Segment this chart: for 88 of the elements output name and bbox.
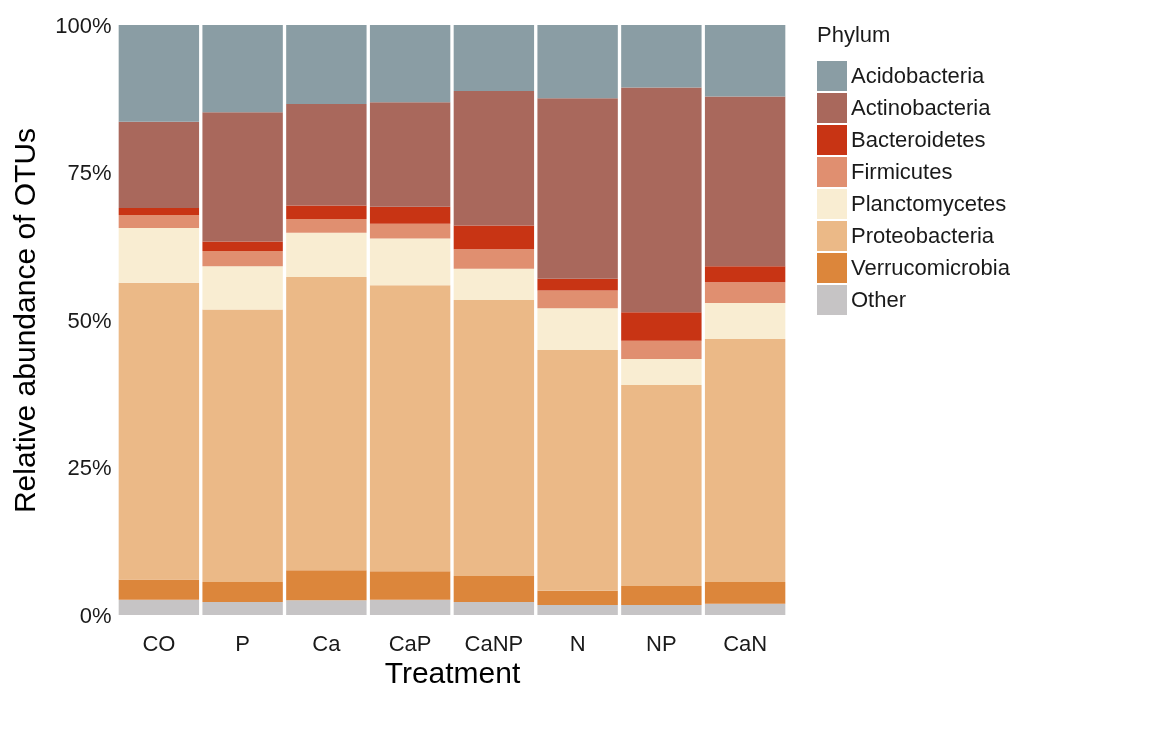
bar [621, 312, 702, 341]
bar [369, 285, 451, 572]
legend-label: Other [851, 287, 907, 312]
bar [369, 238, 451, 286]
bar [621, 586, 702, 605]
bar [453, 299, 535, 577]
x-tick-label: CaNP [464, 630, 524, 656]
bar [537, 278, 618, 291]
x-tick-label: CaP [388, 630, 432, 656]
bar [453, 91, 535, 226]
bar [202, 112, 283, 242]
bar [704, 25, 786, 97]
bar [286, 232, 367, 277]
bar [704, 302, 786, 339]
bar [621, 384, 702, 587]
bar [453, 249, 535, 269]
bar [118, 25, 200, 122]
bar [621, 358, 702, 385]
x-tick-label: CaN [723, 630, 768, 656]
bar [453, 268, 535, 300]
bar [286, 276, 367, 571]
bar [453, 25, 535, 92]
bar [118, 579, 200, 600]
bar [202, 250, 283, 267]
bar [453, 225, 535, 250]
bar [286, 600, 367, 615]
legend-label: Acidobacteria [851, 63, 986, 88]
bar [202, 602, 283, 615]
y-tick-label: 25% [67, 455, 112, 480]
bar [369, 571, 451, 600]
bar [704, 603, 786, 615]
bar [621, 87, 702, 313]
bar [286, 219, 367, 233]
bar [118, 121, 200, 208]
bar [118, 214, 200, 228]
x-tick-label: CO [142, 630, 176, 656]
x-axis-title: Treatment [384, 655, 521, 689]
bar [537, 98, 618, 279]
bar [202, 241, 283, 251]
bar [537, 590, 618, 605]
bar [621, 604, 702, 615]
bar [621, 340, 702, 359]
bar [369, 223, 451, 239]
bar [118, 207, 200, 215]
bar [621, 25, 702, 88]
legend-label: Proteobacteria [851, 223, 995, 248]
bar [537, 308, 618, 351]
bar [286, 570, 367, 601]
legend-label: Actinobacteria [851, 95, 992, 120]
bar [704, 581, 786, 604]
legend-label: Firmicutes [851, 159, 953, 184]
bar [453, 602, 535, 615]
bar [202, 581, 283, 603]
bar [704, 282, 786, 303]
y-tick-label: 100% [55, 12, 112, 38]
bar [453, 576, 535, 603]
bar [118, 282, 200, 580]
bar [704, 338, 786, 582]
legend-label: Planctomycetes [851, 191, 1007, 216]
bar [286, 25, 367, 105]
bar [202, 266, 283, 310]
bar [537, 25, 618, 99]
bar [704, 96, 786, 267]
x-tick-label: P [235, 630, 250, 656]
bar [286, 205, 367, 220]
legend-label: Bacteroidetes [851, 127, 986, 152]
bar [537, 350, 618, 591]
y-tick-label: 50% [67, 307, 112, 333]
bar [369, 599, 451, 615]
y-tick-label: 75% [67, 160, 112, 185]
bar [118, 227, 200, 283]
bar [369, 206, 451, 224]
y-tick-label: 0% [79, 602, 112, 628]
x-tick-label: NP [646, 630, 677, 656]
bar [202, 25, 283, 113]
bar [704, 266, 786, 283]
bar [537, 290, 618, 309]
legend-label: Verrucomicrobia [851, 255, 1011, 280]
x-tick-label: Ca [312, 630, 342, 656]
bar [202, 309, 283, 582]
x-tick-label: N [569, 630, 586, 656]
bar [369, 102, 451, 207]
bar [537, 604, 618, 615]
bar [118, 599, 200, 615]
y-axis-title: Relative abundance of OTUs [8, 127, 42, 514]
bar [286, 104, 367, 206]
legend-title: Phylum [817, 22, 891, 47]
bar [369, 25, 451, 103]
